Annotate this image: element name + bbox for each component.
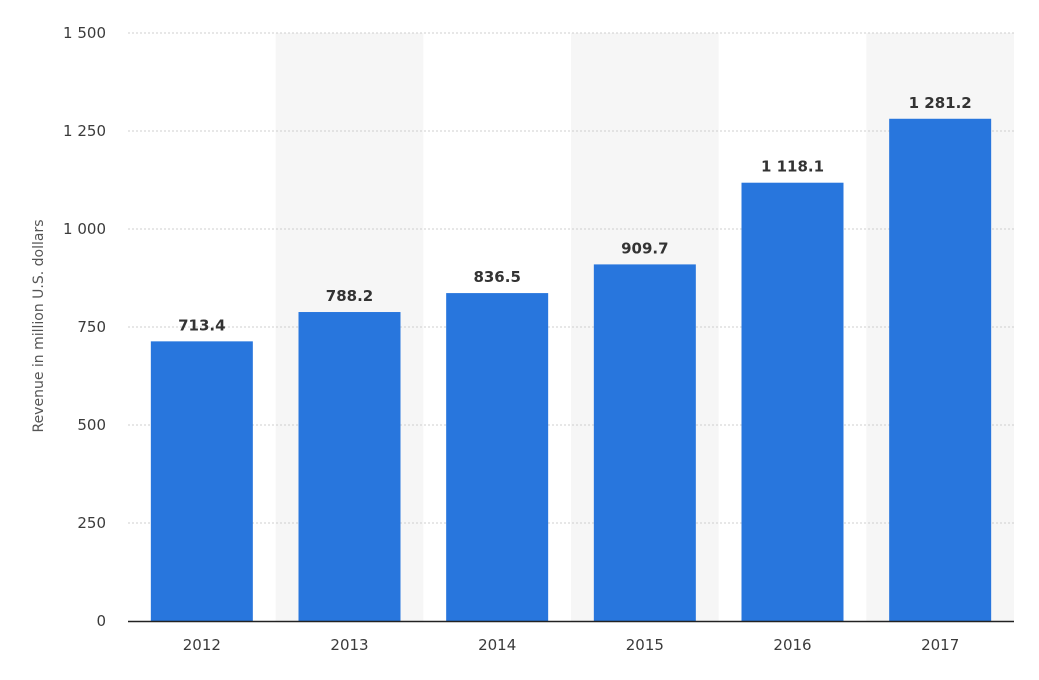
- y-tick-label: 250: [77, 514, 106, 532]
- x-tick-label: 2014: [478, 636, 516, 654]
- data-label: 836.5: [473, 268, 520, 286]
- bar-2017: [889, 118, 992, 622]
- bars: [150, 118, 992, 622]
- y-tick-label: 0: [96, 612, 106, 630]
- y-tick-label: 1 250: [63, 122, 106, 140]
- x-tick-label: 2016: [773, 636, 811, 654]
- data-label: 788.2: [326, 287, 373, 305]
- y-axis-title: Revenue in million U.S. dollars: [31, 219, 47, 432]
- value-labels: 713.4 788.2 836.5 909.7 1 118.1 1 281.2: [178, 94, 972, 335]
- data-label: 1 281.2: [909, 94, 972, 112]
- bar-2012: [150, 341, 253, 621]
- bar-2016: [741, 182, 844, 621]
- y-tick-labels: 0 250 500 750 1 000 1 250 1 500: [63, 24, 106, 630]
- y-tick-label: 500: [77, 416, 106, 434]
- data-label: 713.4: [178, 316, 225, 334]
- y-tick-label: 750: [77, 318, 106, 336]
- y-tick-label: 1 500: [63, 24, 106, 42]
- bar-2013: [298, 312, 401, 621]
- x-tick-label: 2017: [921, 636, 959, 654]
- x-tick-label: 2013: [330, 636, 368, 654]
- data-label: 1 118.1: [761, 158, 824, 176]
- bar-2015: [593, 264, 696, 621]
- x-tick-label: 2015: [626, 636, 664, 654]
- bar-2014: [446, 293, 549, 621]
- y-tick-label: 1 000: [63, 220, 106, 238]
- x-tick-label: 2012: [183, 636, 221, 654]
- x-tick-labels: 2012 2013 2014 2015 2016 2017: [183, 636, 960, 654]
- data-label: 909.7: [621, 239, 668, 257]
